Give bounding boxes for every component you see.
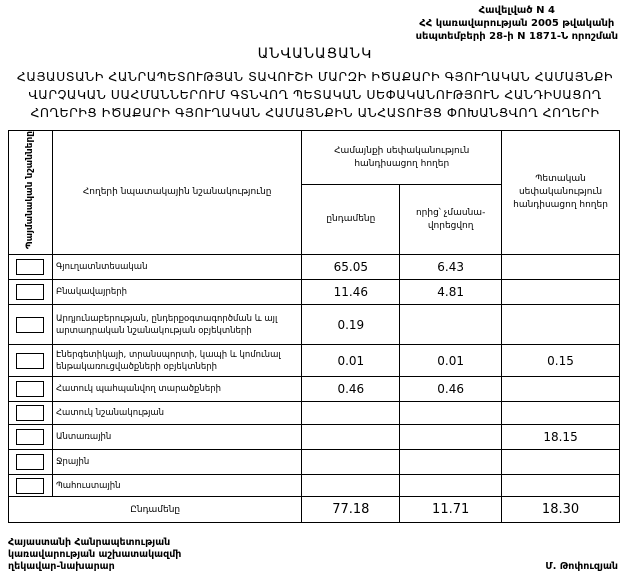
- row-of-which: 4.81: [399, 279, 503, 306]
- document-subtitle: ՀԱՅԱՍՏԱՆԻ ՀԱՆՐԱՊԵՏՈՒԹՅԱՆ ՏԱՎՈՒՇԻ ՄԱՐԶԻ Ի…: [0, 68, 630, 122]
- row-label: Անտառային: [51, 424, 303, 451]
- row-label: Հատուկ պահպանվող տարածքների: [51, 376, 303, 403]
- subtitle-line: ՀՈՂԵՐԻՑ ԻԾԱՔԱՐԻ ԳՅՈՒՂԱԿԱՆ ՀԱՄԱՅՆՔԻՆ ԱՆՀԱ…: [30, 105, 600, 120]
- row-state: 0.15: [501, 344, 620, 378]
- signatory-line: Հայաստանի Հանրապետության: [8, 537, 171, 548]
- row-total: [301, 449, 401, 476]
- row-label: Պահուստային: [51, 474, 303, 498]
- row-total: [301, 424, 401, 451]
- land-table: Պայմանական նշանները Հողերի նպատակային նշ…: [7, 129, 620, 524]
- table-row: Բնակավայրերի 11.46 4.81: [8, 279, 620, 306]
- row-total: [301, 474, 401, 498]
- legend-symbol-cell: [8, 304, 53, 346]
- row-label: Գյուղատնտեսական: [51, 254, 303, 281]
- legend-symbol-cell: [8, 344, 53, 378]
- row-state: 18.15: [501, 424, 620, 451]
- legend-symbol-cell: [8, 254, 53, 281]
- row-total: 0.01: [301, 344, 401, 378]
- signatory-line: ղեկավար-նախարար: [8, 561, 115, 572]
- row-state: [501, 254, 620, 281]
- totals-of-which: 11.71: [399, 496, 503, 524]
- table-row: Հատուկ նշանակության: [8, 401, 620, 426]
- legend-symbol-cell: [8, 401, 53, 426]
- table-row: Հատուկ պահպանվող տարածքների 0.46 0.46: [8, 376, 620, 403]
- totals-total: 77.18: [301, 496, 401, 524]
- document-title: ԱՆՎԱՆԱՑԱՆԿ: [257, 46, 373, 62]
- header-total: ընդամենը: [301, 184, 401, 256]
- legend-symbol-box: [16, 316, 45, 333]
- legend-symbol-cell: [8, 279, 53, 306]
- table-row: Անտառային 18.15: [8, 424, 620, 451]
- legend-symbol-cell: [8, 424, 53, 451]
- row-of-which: [399, 304, 503, 346]
- table-row: Գյուղատնտեսական 65.05 6.43: [8, 254, 620, 281]
- header-symbols: Պայմանական նշանները: [8, 129, 53, 256]
- legend-symbol-box: [16, 454, 45, 471]
- totals-state: 18.30: [501, 496, 620, 524]
- row-state: [501, 304, 620, 346]
- table-row: Էներգետիկայի, տրանսպորտի, կապի և կոմունա…: [8, 344, 620, 378]
- row-label: Ջրային: [51, 449, 303, 476]
- appendix-line: ՀՀ կառավարության 2005 թվականի: [419, 18, 615, 29]
- header-community: Համայնքի սեփականություն հանդիսացող հողեր: [301, 129, 503, 186]
- row-total: [301, 401, 401, 426]
- header-state: Պետական սեփականություն հանդիսացող հողեր: [501, 129, 620, 256]
- legend-symbol-box: [16, 477, 45, 494]
- header-of-which: որից՝ չմասնա-վորեցվող: [399, 184, 503, 256]
- row-state: [501, 449, 620, 476]
- signatory-title: Հայաստանի Հանրապետության կառավարության ա…: [8, 537, 181, 573]
- row-of-which: [399, 449, 503, 476]
- signatory-name: Մ. Թոփուզյան: [545, 561, 618, 572]
- row-label: Էներգետիկայի, տրանսպորտի, կապի և կոմունա…: [51, 344, 303, 378]
- row-of-which: 6.43: [399, 254, 503, 281]
- appendix-note: Հավելված N 4 ՀՀ կառավարության 2005 թվակա…: [416, 4, 618, 43]
- row-label: Հատուկ նշանակության: [51, 401, 303, 426]
- table-row: Ջրային: [8, 449, 620, 476]
- row-of-which: 0.46: [399, 376, 503, 403]
- totals-label: Ընդամենը: [7, 496, 303, 524]
- row-state: [501, 401, 620, 426]
- row-total: 0.19: [301, 304, 401, 346]
- legend-symbol-cell: [8, 449, 53, 476]
- signatory-line: կառավարության աշխատակազմի: [8, 549, 182, 560]
- header-purpose: Հողերի նպատակային նշանակությունը: [51, 129, 303, 256]
- legend-symbol-box: [16, 429, 45, 446]
- row-total: 65.05: [301, 254, 401, 281]
- legend-symbol-cell: [8, 474, 53, 498]
- appendix-line: Հավելված N 4: [478, 5, 555, 16]
- totals-row: Ընդամենը 77.18 11.71 18.30: [7, 496, 620, 524]
- table-row: Պահուստային: [8, 474, 620, 498]
- legend-symbol-box: [16, 284, 45, 301]
- row-of-which: [399, 401, 503, 426]
- row-label: Արդյունաբերության, ընդերքօգտագործման և ա…: [51, 304, 303, 346]
- row-state: [501, 474, 620, 498]
- table-row: Արդյունաբերության, ընդերքօգտագործման և ա…: [8, 304, 620, 346]
- appendix-line: սեպտեմբերի 28-ի N 1871-Ն որոշման: [415, 31, 618, 42]
- row-state: [501, 279, 620, 306]
- legend-symbol-box: [16, 352, 45, 369]
- row-of-which: 0.01: [399, 344, 503, 378]
- row-of-which: [399, 474, 503, 498]
- legend-symbol-box: [16, 405, 45, 422]
- row-total: 11.46: [301, 279, 401, 306]
- row-total: 0.46: [301, 376, 401, 403]
- subtitle-line: ՀԱՅԱՍՏԱՆԻ ՀԱՆՐԱՊԵՏՈՒԹՅԱՆ ՏԱՎՈՒՇԻ ՄԱՐԶԻ Ի…: [16, 69, 614, 84]
- header-symbols-text: Պայմանական նշանները: [24, 131, 35, 250]
- row-state: [501, 376, 620, 403]
- subtitle-line: ՎԱՐՉԱԿԱՆ ՍԱՀՄԱՆՆԵՐՈՒՄ ԳՏՆՎՈՂ ՊԵՏԱԿԱՆ ՍԵՓ…: [28, 87, 602, 102]
- row-label: Բնակավայրերի: [51, 279, 303, 306]
- legend-symbol-cell: [8, 376, 53, 403]
- legend-symbol-box: [16, 259, 45, 276]
- row-of-which: [399, 424, 503, 451]
- legend-symbol-box: [16, 381, 45, 398]
